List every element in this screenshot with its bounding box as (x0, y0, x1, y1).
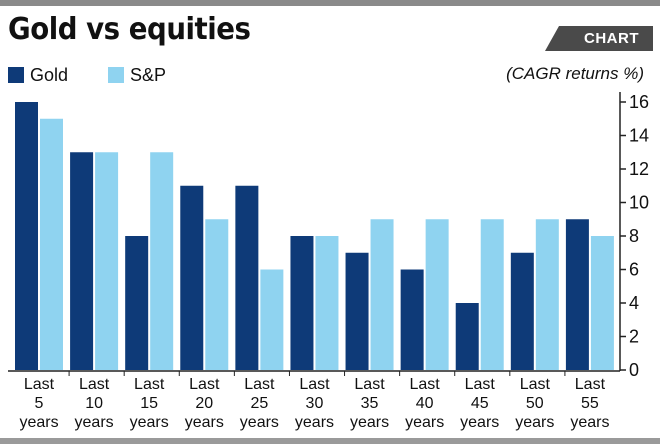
legend: Gold S&P (8, 64, 206, 86)
x-tick-label-0-1: 5 (35, 395, 44, 412)
x-tick-label-6-2: years (350, 414, 389, 431)
y-tick-label-8: 16 (629, 92, 649, 112)
bar-sp-5 (315, 236, 339, 370)
y-tick-label-5: 10 (629, 193, 649, 213)
legend-swatch-sp (108, 67, 125, 83)
x-tick-label-8-0: Last (465, 376, 496, 393)
bar-sp-3 (205, 219, 229, 370)
legend-item-gold: Gold (8, 65, 68, 86)
bar-gold-2 (125, 236, 149, 370)
x-tick-label-5-2: years (295, 414, 334, 431)
x-tick-label-8-1: 45 (471, 395, 489, 412)
bar-sp-0 (40, 118, 63, 370)
y-tick-label-7: 14 (629, 126, 649, 146)
bar-sp-8 (480, 219, 504, 370)
chart-tag-label: CHART (584, 30, 639, 47)
x-tick-label-7-0: Last (410, 376, 441, 393)
bar-gold-3 (180, 185, 204, 370)
x-tick-label-1-0: Last (79, 376, 110, 393)
y-tick-label-1: 2 (629, 327, 639, 347)
x-tick-label-4-0: Last (244, 376, 275, 393)
bar-gold-5 (290, 236, 314, 370)
bottom-rule (0, 438, 660, 444)
bar-sp-1 (95, 152, 119, 370)
bar-gold-10 (565, 219, 589, 370)
units-label: (CAGR returns %) (506, 64, 644, 83)
x-tick-label-9-1: 50 (526, 395, 544, 412)
legend-item-sp: S&P (108, 65, 166, 86)
x-tick-label-4-1: 25 (250, 395, 268, 412)
bar-sp-2 (150, 152, 174, 370)
y-tick-label-6: 12 (629, 159, 649, 179)
y-tick-label-0: 0 (629, 360, 639, 380)
x-tick-label-2-2: years (130, 414, 169, 431)
x-tick-label-10-2: years (570, 414, 609, 431)
x-tick-label-2-0: Last (134, 376, 165, 393)
chart-title: Gold vs equities (8, 12, 251, 47)
bar-gold-4 (235, 185, 259, 370)
x-tick-label-1-2: years (75, 414, 114, 431)
x-tick-label-6-0: Last (354, 376, 385, 393)
top-rule (0, 0, 660, 6)
x-tick-label-3-2: years (185, 414, 224, 431)
x-tick-label-5-0: Last (299, 376, 330, 393)
bar-gold-8 (455, 303, 479, 370)
bar-sp-4 (260, 269, 284, 370)
x-tick-label-10-0: Last (575, 376, 606, 393)
bar-gold-6 (345, 252, 369, 370)
bar-sp-7 (425, 219, 449, 370)
x-tick-label-6-1: 35 (361, 395, 379, 412)
bar-gold-0 (15, 102, 38, 370)
x-tick-label-9-0: Last (520, 376, 551, 393)
y-tick-label-2: 4 (629, 293, 639, 313)
legend-label-gold: Gold (30, 64, 69, 85)
x-tick-label-7-2: years (405, 414, 444, 431)
y-tick-label-4: 8 (629, 226, 639, 246)
x-tick-label-4-2: years (240, 414, 279, 431)
legend-label-sp: S&P (130, 64, 167, 85)
x-tick-label-7-1: 40 (416, 395, 434, 412)
bar-sp-10 (590, 236, 614, 370)
bar-gold-1 (70, 152, 94, 370)
bar-sp-6 (370, 219, 394, 370)
chart-tag: CHART (545, 26, 653, 51)
bar-gold-9 (510, 252, 534, 370)
x-tick-label-2-1: 15 (140, 395, 158, 412)
x-tick-label-3-0: Last (189, 376, 220, 393)
x-tick-label-8-2: years (460, 414, 499, 431)
x-tick-label-0-2: years (19, 414, 58, 431)
x-tick-label-3-1: 20 (195, 395, 213, 412)
legend-swatch-gold (8, 67, 24, 83)
bar-sp-9 (535, 219, 559, 370)
x-tick-label-0-0: Last (24, 376, 55, 393)
bar-gold-7 (400, 269, 424, 370)
x-tick-label-10-1: 55 (581, 395, 599, 412)
x-tick-label-9-2: years (515, 414, 554, 431)
x-tick-label-1-1: 10 (85, 395, 103, 412)
x-tick-label-5-1: 30 (306, 395, 324, 412)
y-tick-label-3: 6 (629, 260, 639, 280)
